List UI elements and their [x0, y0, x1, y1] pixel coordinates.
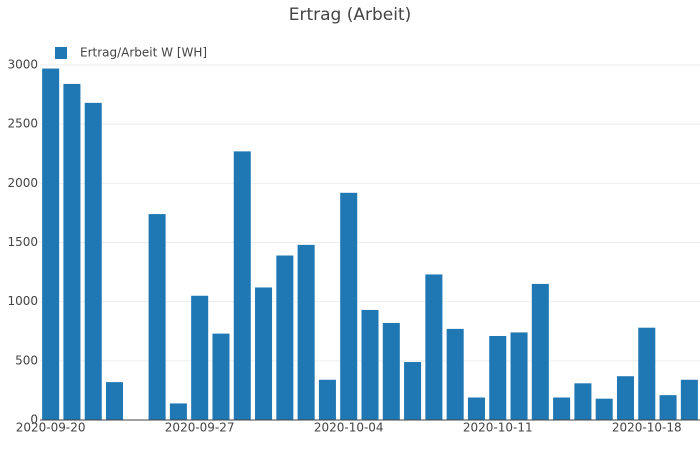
y-tick-label: 2000	[7, 176, 38, 190]
bar	[42, 68, 60, 421]
bar	[595, 398, 613, 420]
x-tick-label: 2020-10-18	[612, 421, 682, 435]
bar	[191, 295, 209, 420]
bar	[276, 255, 294, 420]
bar	[297, 244, 315, 420]
y-tick-label: 1500	[7, 235, 38, 249]
bar	[361, 309, 379, 420]
bar	[489, 335, 507, 420]
bar	[318, 379, 336, 420]
bar	[425, 274, 443, 420]
y-tick-label: 2500	[7, 117, 38, 131]
chart-title: Ertrag (Arbeit)	[289, 5, 412, 25]
bar	[63, 83, 81, 420]
bar	[616, 376, 634, 420]
bar	[233, 151, 251, 420]
bar	[638, 327, 656, 420]
bar	[404, 362, 422, 420]
x-tick-label: 2020-09-27	[165, 421, 235, 435]
bar	[169, 403, 187, 420]
bar	[255, 287, 273, 420]
legend-label: Ertrag/Arbeit W [WH]	[80, 46, 207, 60]
bar	[574, 383, 592, 420]
bar	[467, 397, 485, 420]
bar	[340, 192, 358, 420]
bar	[510, 332, 528, 420]
bar	[148, 214, 166, 420]
bar	[106, 382, 124, 420]
bar	[212, 333, 230, 420]
y-tick-label: 0	[30, 413, 38, 427]
bar	[84, 102, 102, 420]
bar	[659, 395, 677, 420]
bar	[553, 397, 571, 420]
x-tick-label: 2020-10-04	[314, 421, 384, 435]
x-tick-label: 2020-10-11	[463, 421, 533, 435]
x-tick-label: 2020-09-20	[16, 421, 86, 435]
y-tick-label: 3000	[7, 58, 38, 72]
bar	[382, 322, 400, 420]
y-tick-label: 500	[15, 353, 38, 367]
y-tick-label: 1000	[7, 294, 38, 308]
bar	[446, 328, 464, 420]
bar	[680, 379, 698, 420]
legend-swatch	[55, 47, 67, 59]
bar	[531, 283, 549, 420]
